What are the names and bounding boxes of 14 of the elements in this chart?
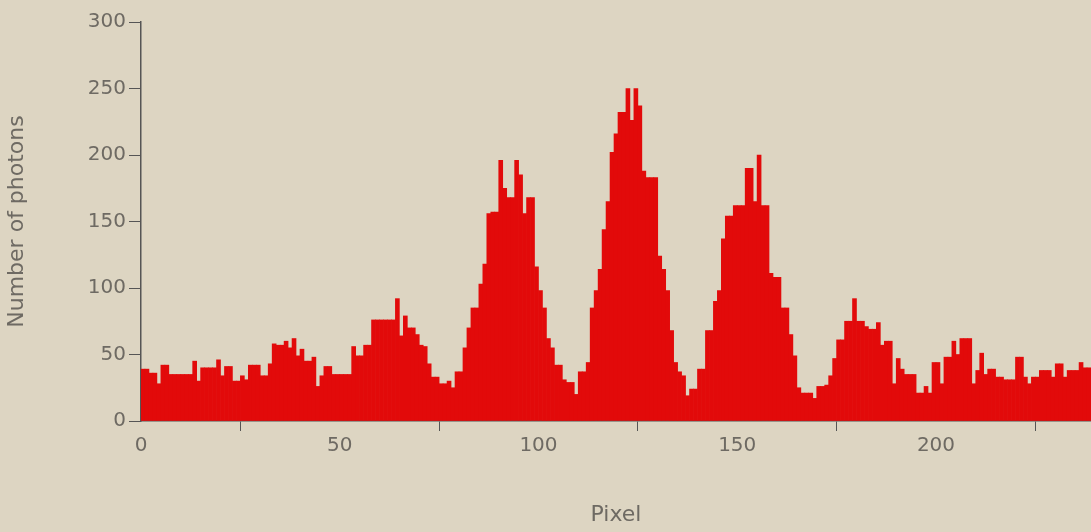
y-tick-label: 200 — [87, 141, 126, 166]
y-tick-label: 100 — [87, 274, 126, 299]
y-tick-label: 50 — [100, 340, 126, 365]
x-tick-label: 200 — [916, 432, 956, 457]
x-tick-label: 0 — [134, 432, 148, 457]
y-tick-label: 0 — [113, 407, 126, 432]
x-axis-title: Pixel — [590, 500, 642, 526]
y-axis-title: Number of photons — [2, 115, 28, 328]
x-tick-label: 150 — [718, 432, 757, 457]
y-tick-label: 300 — [87, 8, 126, 33]
y-tick-label: 150 — [87, 207, 126, 232]
y-tick-label: 250 — [87, 74, 126, 99]
x-tick-label: 100 — [519, 432, 558, 457]
x-tick-label: 50 — [327, 432, 353, 457]
